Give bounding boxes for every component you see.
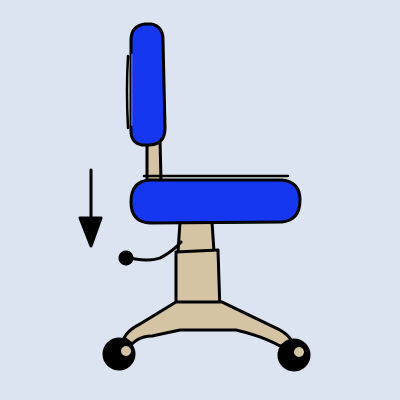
star-base bbox=[122, 300, 294, 348]
down-arrow-icon bbox=[78, 168, 103, 248]
seat-cushion bbox=[129, 174, 302, 225]
backrest bbox=[125, 22, 167, 147]
gas-cylinder bbox=[176, 220, 216, 254]
caster-right bbox=[277, 338, 311, 372]
adjustment-lever-icon bbox=[118, 240, 183, 266]
caster-left bbox=[102, 337, 136, 371]
